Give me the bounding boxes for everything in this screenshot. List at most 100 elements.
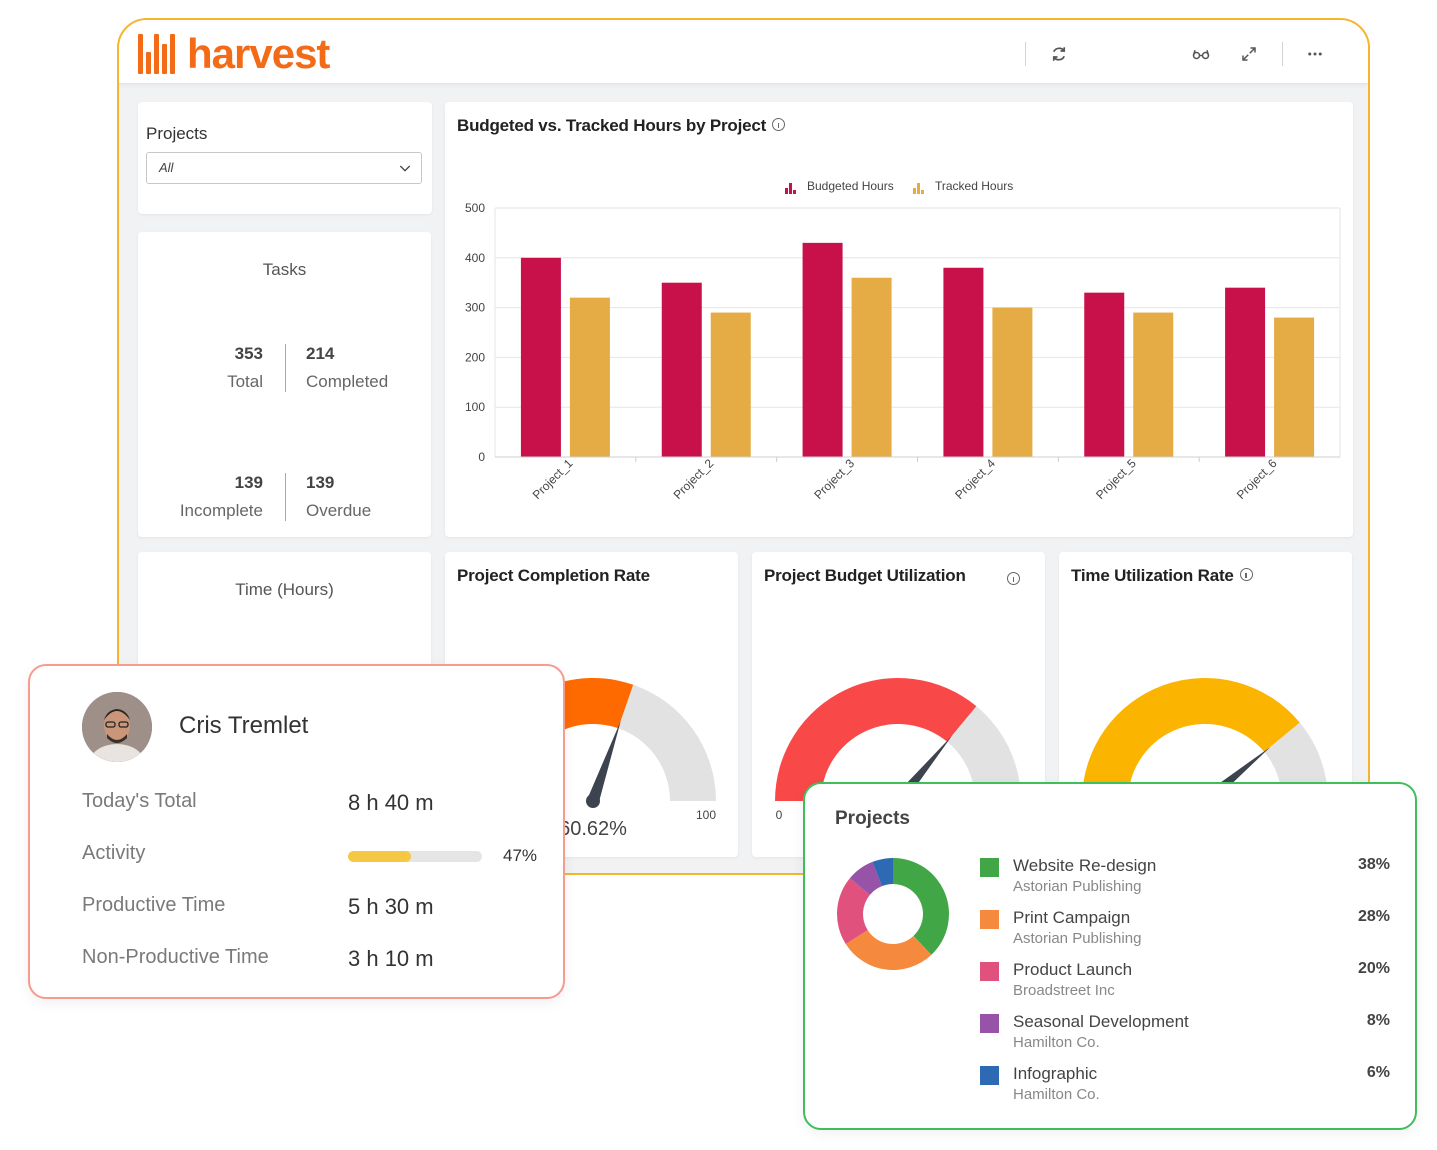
gauge-min-label: 0 — [776, 808, 783, 822]
expand-icon[interactable] — [1235, 40, 1263, 68]
legend-bar-icon — [793, 190, 796, 194]
bar — [569, 297, 610, 457]
tasks-title: Tasks — [262, 260, 307, 279]
legend-swatch — [980, 910, 999, 929]
legend-project-name: Product Launch — [1013, 960, 1133, 979]
y-tick-label: 500 — [465, 201, 485, 215]
bar — [661, 282, 702, 457]
bar — [1133, 312, 1174, 457]
info-icon[interactable] — [1007, 572, 1020, 585]
time-utilization-title: Time Utilization Rate — [1071, 566, 1253, 586]
employee-card: Cris Tremlet Today's Total 8 h 40 m Acti… — [28, 664, 565, 999]
non-productive-time-label: Non-Productive Time — [82, 946, 269, 968]
tasks-completed-value: 214 — [306, 344, 335, 363]
productive-time-value: 5 h 30 m — [348, 894, 434, 919]
tasks-overdue-label: Overdue — [306, 501, 372, 520]
app-name: harvest — [187, 30, 330, 77]
stat-divider — [285, 473, 286, 521]
donut-slice — [849, 861, 882, 895]
x-tick-label: Project_3 — [811, 456, 857, 502]
y-tick-label: 100 — [465, 400, 485, 414]
x-tick-label: Project_6 — [1234, 456, 1280, 502]
bar — [1225, 287, 1266, 457]
legend-percentage: 38% — [1357, 856, 1390, 873]
legend-swatch — [980, 858, 999, 877]
toolbar-divider — [1282, 42, 1283, 66]
legend-swatch — [980, 962, 999, 981]
legend-label: Budgeted Hours — [807, 179, 894, 193]
legend-bar-icon — [917, 183, 920, 194]
bar — [1084, 292, 1125, 457]
chevron-down-icon — [399, 165, 411, 172]
hours-bar-chart: Budgeted Hours Tracked Hours 0 100 200 300 400… — [465, 179, 1341, 502]
donut-slice — [872, 858, 893, 887]
y-tick-label: 200 — [465, 350, 485, 364]
bar — [851, 277, 892, 457]
x-tick-label: Project_2 — [671, 456, 717, 502]
bar — [943, 267, 984, 457]
legend-bar-icon — [785, 188, 788, 194]
info-icon[interactable] — [1239, 568, 1253, 582]
tasks-overdue-value: 139 — [306, 473, 335, 492]
legend-client-name: Astorian Publishing — [1013, 878, 1142, 895]
gauge-fill-arc — [775, 678, 977, 801]
legend-item: Seasonal Development Hamilton Co. 8% — [980, 1012, 1390, 1058]
harvest-logo-icon — [138, 34, 175, 74]
legend-item: Website Re-design Astorian Publishing 38% — [980, 856, 1390, 902]
employee-name: Cris Tremlet — [179, 712, 309, 739]
legend-item: Print Campaign Astorian Publishing 28% — [980, 908, 1390, 954]
todays-total-label: Today's Total — [82, 790, 197, 812]
tasks-total-value: 353 — [234, 344, 263, 363]
legend-percentage: 20% — [1357, 960, 1390, 977]
legend-swatch — [980, 1014, 999, 1033]
y-tick-label: 400 — [465, 251, 485, 265]
completion-rate-title: Project Completion Rate — [457, 566, 650, 585]
glasses-icon[interactable] — [1187, 40, 1215, 68]
donut-slice — [837, 878, 870, 945]
legend-item: Tracked Hours — [913, 179, 1013, 194]
gauge-rest-arc — [1264, 722, 1328, 801]
legend-client-name: Hamilton Co. — [1013, 1086, 1100, 1103]
budget-utilization-title: Project Budget Utilization — [764, 566, 966, 585]
donut-slice — [893, 858, 949, 955]
time-card-title: Time (Hours) — [235, 580, 334, 599]
hours-chart-title: Budgeted vs. Tracked Hours by Project — [457, 116, 786, 136]
legend-project-name: Seasonal Development — [1013, 1012, 1189, 1031]
legend-client-name: Astorian Publishing — [1013, 930, 1142, 947]
legend-swatch — [980, 1066, 999, 1085]
bar — [710, 312, 751, 457]
activity-progress-fill — [348, 851, 411, 862]
projects-select-value: All — [159, 160, 174, 175]
gauge-fill-arc — [1082, 678, 1300, 801]
legend-percentage: 8% — [1366, 1012, 1390, 1029]
gauge-value-label: 60.62% — [559, 818, 627, 840]
gauge-rest-arc — [947, 706, 1021, 801]
gauge-needle-hub — [586, 794, 600, 808]
bar — [1274, 317, 1315, 457]
stat-divider — [285, 344, 286, 392]
legend-item: Infographic Hamilton Co. 6% — [980, 1064, 1390, 1110]
x-tick-label: Project_5 — [1093, 456, 1139, 502]
tasks-completed-label: Completed — [306, 372, 389, 391]
legend-percentage: 6% — [1366, 1064, 1390, 1081]
legend-project-name: Infographic — [1013, 1064, 1098, 1083]
gauge-max-label: 100 — [696, 808, 716, 822]
projects-donut-chart — [837, 858, 949, 970]
todays-total-value: 8 h 40 m — [348, 790, 434, 815]
info-icon[interactable] — [772, 118, 786, 132]
activity-label: Activity — [82, 842, 146, 864]
donut-slice — [845, 930, 932, 970]
legend-client-name: Hamilton Co. — [1013, 1034, 1100, 1051]
toolbar-divider — [1025, 42, 1026, 66]
x-tick-label: Project_1 — [530, 456, 576, 502]
projects-select[interactable]: All — [146, 152, 422, 184]
more-icon[interactable] — [1301, 40, 1329, 68]
gauge-rest-arc — [618, 684, 716, 801]
productive-time-label: Productive Time — [82, 894, 226, 916]
legend-bar-icon — [789, 183, 792, 194]
projects-breakdown-title: Projects — [835, 808, 910, 829]
bar — [992, 307, 1033, 457]
hours-chart-card: Budgeted vs. Tracked Hours by Project Bu… — [445, 102, 1353, 537]
top-bar: harvest — [119, 20, 1368, 84]
refresh-icon[interactable] — [1045, 40, 1073, 68]
